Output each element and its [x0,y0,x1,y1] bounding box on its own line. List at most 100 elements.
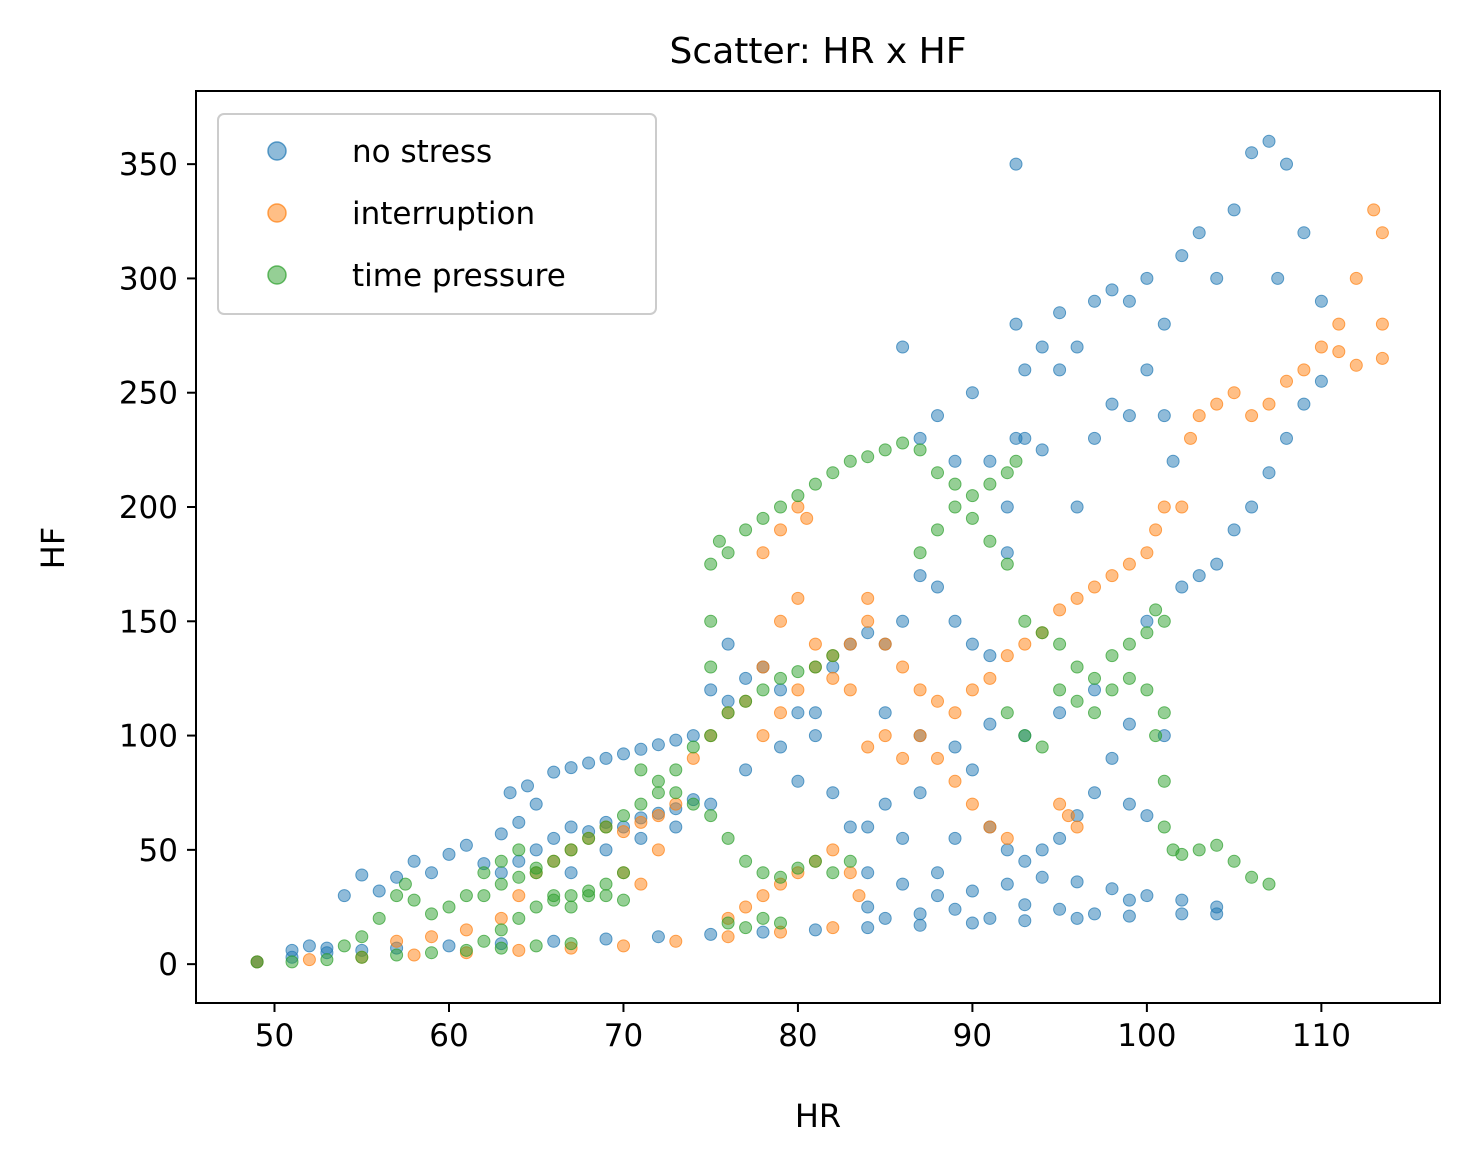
data-point [529,900,543,914]
data-point [1175,500,1189,514]
data-point [712,534,726,548]
data-point [503,786,517,800]
data-point [948,454,962,468]
data-point [1088,431,1101,445]
data-point [913,546,927,560]
data-point [965,797,979,811]
data-point [547,893,561,907]
data-point [564,900,578,914]
data-point [1314,294,1328,308]
data-point [808,729,822,743]
data-point [1140,809,1154,823]
data-point [599,843,613,857]
data-point [1053,831,1067,845]
data-point [704,809,718,823]
data-point [861,740,875,754]
data-point [826,843,840,857]
data-point [1297,363,1311,377]
data-point [913,683,927,697]
data-point [425,907,438,921]
data-point [808,477,822,491]
data-point [1070,820,1084,834]
data-point [1175,249,1189,263]
data-point [843,854,857,868]
data-point [931,694,944,708]
data-point [1053,637,1067,651]
data-point [320,953,334,967]
data-point [1192,569,1206,583]
data-point [983,911,997,925]
data-point [948,740,962,754]
data-point [774,523,787,537]
data-point [756,889,770,903]
data-point [355,868,369,882]
data-point [1166,454,1180,468]
data-point [686,751,700,765]
data-point [599,877,613,891]
data-point [1018,729,1032,743]
data-point [582,884,596,898]
y-axis-label: HF [34,527,72,569]
data-point [1271,271,1285,285]
data-point [1000,706,1014,720]
data-point [1184,431,1197,445]
data-point [861,614,875,628]
data-point [800,511,814,525]
data-point [878,797,892,811]
data-point [1035,870,1049,884]
data-point [1009,317,1023,331]
data-point [721,930,735,944]
data-point [669,797,683,811]
data-point [1297,397,1311,411]
data-point [1262,877,1276,891]
data-point [564,866,578,880]
data-point [1035,443,1049,457]
data-point [1297,226,1311,240]
data-point [669,786,683,800]
data-point [861,866,875,880]
data-point [983,649,997,663]
data-point [1227,854,1241,868]
data-point [791,683,805,697]
data-point [1070,591,1084,605]
data-point [704,614,718,628]
data-point [564,761,578,775]
data-point [477,866,491,880]
data-point [494,923,508,937]
data-point [1149,603,1163,617]
data-point [721,706,735,720]
data-point [1245,146,1259,160]
data-point [861,591,875,605]
data-point [878,637,892,651]
data-point [494,866,508,880]
data-point [1140,363,1154,377]
data-point [372,884,386,898]
data-point [390,889,404,903]
legend-label: no stress [352,134,492,170]
data-point [1262,134,1276,148]
legend-items: no stress interruption time pressure [267,134,566,294]
data-point [337,889,351,903]
y-tick-label: 250 [119,376,178,412]
x-tick-label: 110 [1292,1018,1351,1054]
data-point [965,637,979,651]
data-point [1192,226,1206,240]
data-point [791,489,805,503]
data-point [617,939,630,953]
data-point [1009,157,1023,171]
data-point [843,866,857,880]
data-point [512,815,526,829]
data-point [582,756,596,770]
data-point [651,809,665,823]
data-point [1000,877,1014,891]
data-point [878,443,892,457]
data-point [651,786,665,800]
data-point [756,911,770,925]
data-point [494,911,508,925]
data-point [494,854,508,868]
data-point [302,953,316,967]
x-tick-label: 80 [778,1018,817,1054]
data-point [896,436,910,450]
data-point [1157,820,1171,834]
data-point [1122,717,1136,731]
